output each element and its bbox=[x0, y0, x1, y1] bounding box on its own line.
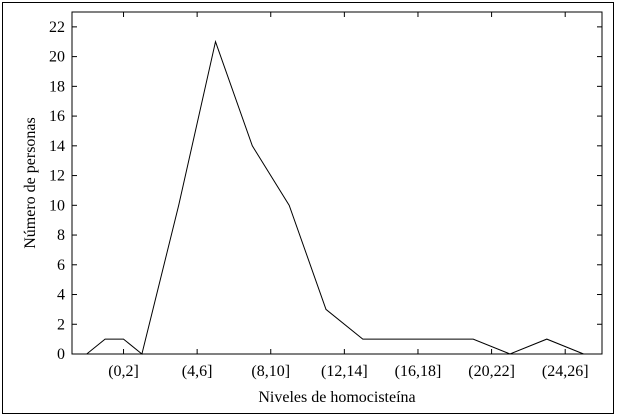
y-tick-label: 22 bbox=[49, 19, 65, 36]
y-tick-label: 8 bbox=[57, 227, 65, 244]
y-axis: 0 2 4 6 8 10 12 14 16 18 20 22 bbox=[49, 19, 602, 363]
y-tick-label: 2 bbox=[57, 316, 65, 333]
y-tick-label: 0 bbox=[57, 346, 65, 363]
y-axis-title: Número de personas bbox=[22, 117, 39, 249]
y-tick-label: 18 bbox=[49, 78, 65, 95]
y-tick-label: 12 bbox=[49, 168, 65, 185]
y-tick-label: 16 bbox=[49, 108, 65, 125]
x-axis: (0,2] (4,6] (8,10] (12,14] (16,18] (20,22] (24… bbox=[108, 12, 589, 380]
x-axis-title: Niveles de homocisteína bbox=[258, 389, 415, 406]
x-tick-label: (20,22] bbox=[468, 363, 515, 380]
x-tick-label: (24,26] bbox=[542, 363, 589, 380]
y-tick-label: 14 bbox=[49, 138, 65, 155]
chart-frame bbox=[2, 2, 614, 414]
x-tick-label: (12,14] bbox=[321, 363, 368, 380]
y-tick-label: 10 bbox=[49, 197, 65, 214]
y-tick-label: 20 bbox=[49, 49, 65, 66]
x-tick-label: (16,18] bbox=[395, 363, 442, 380]
x-tick-label: (8,10] bbox=[251, 363, 290, 380]
y-tick-label: 6 bbox=[57, 257, 65, 274]
x-tick-label: (0,2] bbox=[108, 363, 139, 380]
y-tick-label: 4 bbox=[57, 287, 65, 304]
plot-area bbox=[71, 11, 603, 355]
x-tick-label: (4,6] bbox=[182, 363, 213, 380]
series-line bbox=[86, 39, 584, 355]
